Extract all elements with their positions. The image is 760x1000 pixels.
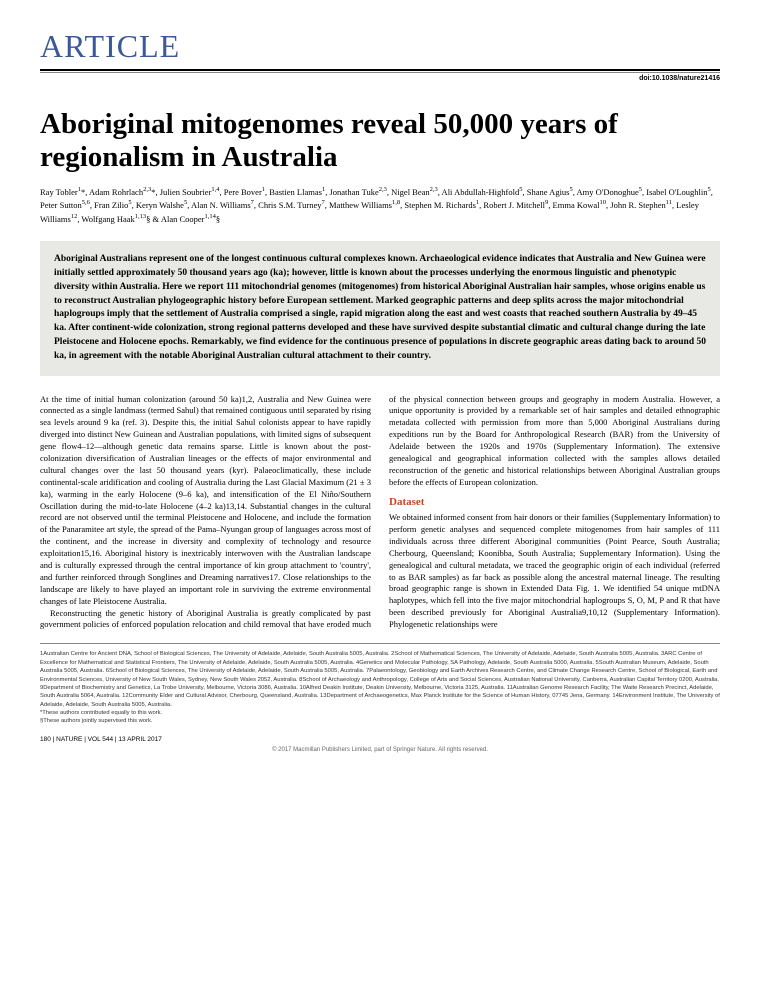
body-paragraph: At the time of initial human colonizatio…: [40, 394, 371, 608]
author-note-equal: *These authors contributed equally to th…: [40, 709, 720, 717]
section-heading-dataset: Dataset: [389, 495, 720, 510]
body-paragraph: We obtained informed consent from hair d…: [389, 512, 720, 631]
affiliations: 1Australian Centre for Ancient DNA, Scho…: [40, 643, 720, 726]
abstract: Aboriginal Australians represent one of …: [40, 241, 720, 375]
author-note-supervised: §These authors jointly supervised this w…: [40, 717, 720, 725]
author-list: Ray Tobler1*, Adam Rohrlach2,3*, Julien …: [40, 185, 720, 226]
affiliations-text: 1Australian Centre for Ancient DNA, Scho…: [40, 650, 720, 709]
top-rule: [40, 69, 720, 73]
article-title: Aboriginal mitogenomes reveal 50,000 yea…: [40, 108, 720, 175]
body-text: At the time of initial human colonizatio…: [40, 394, 720, 632]
page-footer: 180 | NATURE | VOL 544 | 13 APRIL 2017: [40, 736, 720, 743]
copyright: © 2017 Macmillan Publishers Limited, par…: [40, 747, 720, 753]
article-label: ARTICLE: [40, 28, 720, 65]
doi: doi:10.1038/nature21416: [40, 75, 720, 82]
